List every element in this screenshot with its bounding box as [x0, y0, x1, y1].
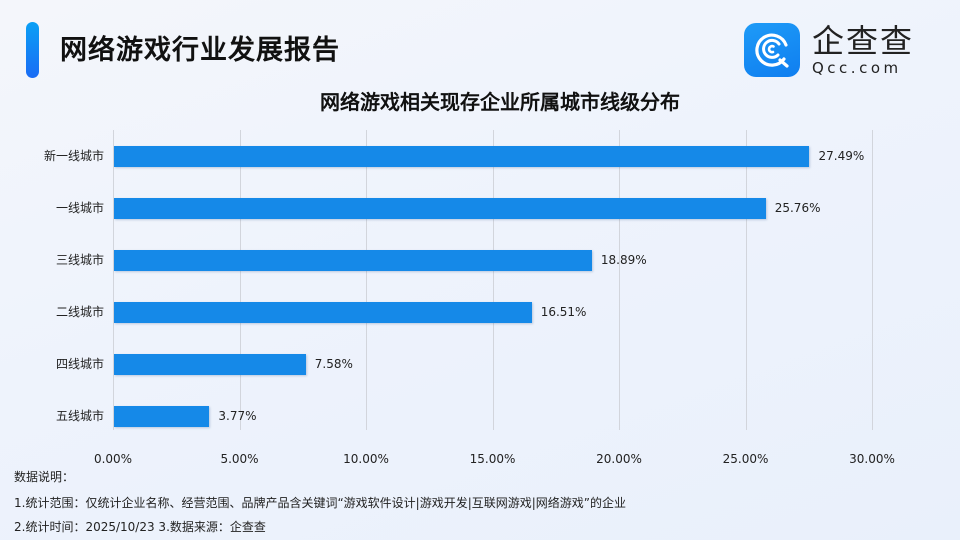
category-label: 三线城市: [55, 253, 104, 267]
bar[interactable]: [114, 198, 766, 219]
bar[interactable]: [114, 302, 532, 323]
report-title: 网络游戏行业发展报告: [60, 35, 340, 66]
gridline: [619, 130, 620, 430]
x-tick-label: 5.00%: [220, 452, 259, 466]
gridline: [745, 130, 747, 430]
logo-name-en: Qcc.com: [812, 59, 902, 77]
gridline: [366, 130, 367, 430]
bar-value-label: 25.76%: [774, 201, 821, 215]
notes-heading: 数据说明：: [14, 470, 75, 484]
qcc-logo: 企查查 Qcc.com: [744, 23, 914, 77]
x-tick-label: 10.00%: [343, 452, 389, 466]
x-tick-label: 30.00%: [849, 452, 895, 466]
category-label: 二线城市: [55, 305, 104, 319]
category-label: 五线城市: [55, 409, 104, 423]
gridline: [239, 130, 241, 430]
category-label: 四线城市: [55, 357, 104, 371]
gridline: [492, 130, 494, 430]
bar-value-label: 3.77%: [218, 409, 257, 423]
notes-line-1: 1.统计范围：仅统计企业名称、经营范围、品牌产品含关键词“游戏软件设计|游戏开发…: [14, 496, 627, 510]
bar-value-label: 7.58%: [314, 357, 353, 371]
bar[interactable]: [114, 354, 306, 375]
x-tick-label: 25.00%: [722, 452, 769, 466]
x-tick-label: 20.00%: [596, 452, 642, 466]
x-tick-label: 0.00%: [93, 452, 133, 466]
chart-title: 网络游戏相关现存企业所属城市线级分布: [320, 90, 680, 114]
qcc-logo-icon: [744, 23, 800, 77]
bar-value-label: 16.51%: [540, 305, 587, 319]
bar-chart-plot-area: 27.49% 25.76% 18.89% 16.51% 7.58% 3.77%: [113, 130, 873, 430]
category-label: 新一线城市: [43, 149, 104, 163]
x-tick-label: 15.00%: [469, 452, 516, 466]
logo-name-cn: 企查查: [812, 22, 915, 60]
bar-value-label: 18.89%: [600, 253, 647, 267]
bar[interactable]: [114, 250, 592, 271]
notes-line-2: 2.统计时间：2025/10/23 3.数据来源：企查查: [14, 520, 266, 534]
bar[interactable]: [114, 146, 810, 167]
bar[interactable]: [114, 406, 210, 427]
category-label: 一线城市: [55, 201, 104, 215]
title-accent-bar: [26, 22, 39, 78]
gridline: [872, 130, 873, 430]
gridline: [113, 130, 114, 430]
bar-value-label: 27.49%: [818, 149, 865, 163]
